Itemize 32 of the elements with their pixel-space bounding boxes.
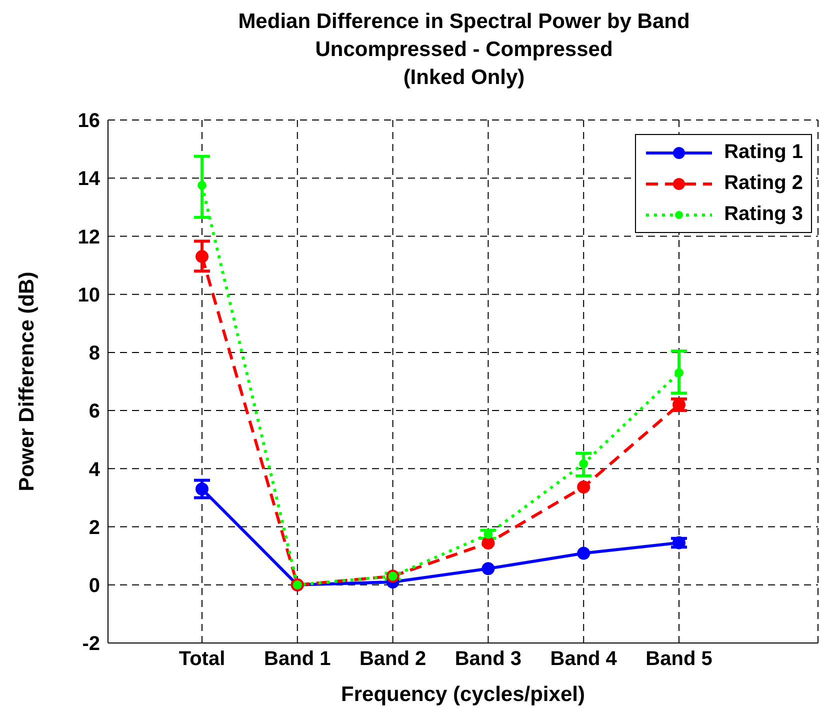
legend-label: Rating 1 <box>724 141 803 164</box>
y-tick-label: 2 <box>88 516 100 539</box>
point <box>579 459 588 468</box>
point <box>482 562 495 576</box>
point <box>482 536 495 550</box>
point <box>577 546 590 560</box>
chart-title: Median Difference in Spectral Power by Band <box>237 9 691 35</box>
x-tick-label: Band 2 <box>359 648 426 670</box>
point <box>196 250 208 264</box>
y-tick-label: 4 <box>88 458 101 481</box>
point <box>198 180 206 190</box>
y-tick-label: 14 <box>78 168 101 190</box>
y-tick-label: 0 <box>88 574 100 597</box>
point <box>674 368 684 378</box>
x-tick-label: Total <box>178 648 226 670</box>
x-tick-label: Band 4 <box>550 648 618 670</box>
x-tick-label: Band 1 <box>264 648 331 670</box>
y-axis-title: Power Difference (dB) <box>15 272 38 492</box>
y-tick-label: 8 <box>88 342 100 365</box>
y-tick-label: 10 <box>78 284 100 306</box>
legend-label: Rating 2 <box>724 172 803 195</box>
point <box>196 482 208 496</box>
y-tick-label: 6 <box>88 400 100 423</box>
legend-label: Rating 3 <box>724 203 803 226</box>
y-tick-label: 12 <box>78 226 100 248</box>
x-tick-label: Band 5 <box>646 648 712 670</box>
y-tick-label: -2 <box>82 633 100 656</box>
x-axis-title: Frequency (cycles/pixel) <box>341 683 585 706</box>
chart-subtitle: Uncompressed - Compressed (Inked Only) <box>314 37 614 91</box>
y-tick-label: 16 <box>78 110 100 132</box>
point <box>577 480 590 494</box>
x-tick-label: Band 3 <box>454 648 522 670</box>
